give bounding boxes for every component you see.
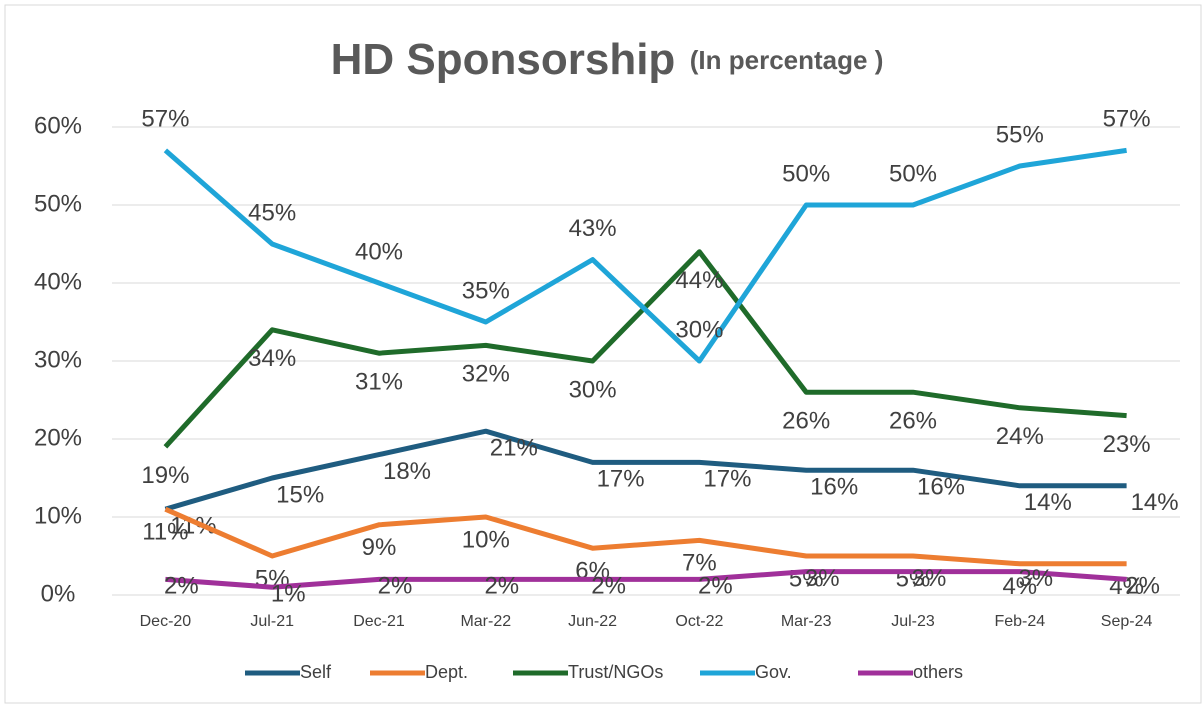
y-tick-label: 40% [34, 268, 82, 295]
data-label: 4% [1002, 573, 1037, 600]
x-tick-label: Dec-21 [353, 613, 405, 630]
data-label: 50% [782, 160, 830, 187]
data-label: 1% [271, 581, 306, 608]
x-tick-label: Feb-24 [994, 613, 1045, 630]
data-label: 3% [1018, 565, 1053, 592]
y-tick-label: 30% [34, 346, 82, 373]
data-label: 35% [462, 277, 510, 304]
data-label: 2% [1125, 573, 1160, 600]
legend-label: Trust/NGOs [568, 662, 663, 682]
data-label: 18% [383, 458, 431, 485]
data-label: 23% [1103, 431, 1151, 458]
x-tick-label: Sep-24 [1101, 613, 1153, 630]
y-tick-label: 60% [34, 112, 82, 139]
legend-label: Self [300, 662, 332, 682]
data-label: 19% [141, 462, 189, 489]
series-line [163, 249, 1127, 449]
data-label: 30% [675, 316, 723, 343]
data-label: 2% [484, 573, 519, 600]
data-label: 10% [462, 526, 510, 553]
data-label: 2% [164, 573, 199, 600]
data-label: 14% [1131, 489, 1179, 516]
data-label: 3% [912, 565, 947, 592]
data-label: 32% [462, 361, 510, 388]
data-label: 21% [490, 435, 538, 462]
y-tick-label: 20% [34, 424, 82, 451]
chart-title: HD Sponsorship [331, 35, 676, 84]
data-label: 50% [889, 160, 937, 187]
data-label: 15% [276, 481, 324, 508]
data-label: 44% [675, 267, 723, 294]
data-label: 57% [1103, 106, 1151, 133]
x-tick-label: Jun-22 [568, 613, 617, 630]
series-line [165, 569, 1127, 590]
data-label: 3% [805, 565, 840, 592]
x-tick-label: Mar-22 [460, 613, 511, 630]
chart-subtitle: (In percentage ) [690, 45, 884, 75]
data-label: 17% [703, 466, 751, 493]
series-line [163, 147, 1127, 364]
data-label: 9% [362, 534, 397, 561]
x-tick-label: Jul-21 [250, 613, 294, 630]
data-label: 2% [378, 573, 413, 600]
y-tick-label: 50% [34, 190, 82, 217]
x-tick-label: Dec-20 [140, 613, 192, 630]
x-tick-label: Oct-22 [675, 613, 723, 630]
series-line [164, 428, 1127, 512]
data-label: 2% [698, 573, 733, 600]
data-label: 34% [248, 345, 296, 372]
data-label: 17% [597, 466, 645, 493]
data-label: 24% [996, 423, 1044, 450]
data-label: 55% [996, 121, 1044, 148]
data-label: 7% [682, 550, 717, 577]
data-label: 14% [1024, 489, 1072, 516]
x-tick-label: Jul-23 [891, 613, 935, 630]
data-label: 16% [917, 474, 965, 501]
legend-label: Dept. [425, 662, 468, 682]
data-label: 16% [810, 474, 858, 501]
data-label: 43% [569, 215, 617, 242]
data-label: 30% [569, 376, 617, 403]
data-label: 57% [141, 106, 189, 133]
data-label: 31% [355, 369, 403, 396]
legend-label: Gov. [755, 662, 792, 682]
y-tick-label: 0% [41, 580, 76, 607]
chart-title-group: HD Sponsorship (In percentage ) [331, 35, 884, 84]
data-label: 2% [591, 573, 626, 600]
data-label: 11% [142, 519, 188, 546]
legend-label: others [913, 662, 963, 682]
y-tick-label: 10% [34, 502, 82, 529]
data-label: 40% [355, 238, 403, 265]
chart-frame [4, 4, 1202, 704]
data-label: 45% [248, 199, 296, 226]
x-tick-label: Mar-23 [781, 613, 832, 630]
series-line [164, 506, 1127, 567]
data-label: 26% [889, 408, 937, 435]
data-label: 26% [782, 408, 830, 435]
